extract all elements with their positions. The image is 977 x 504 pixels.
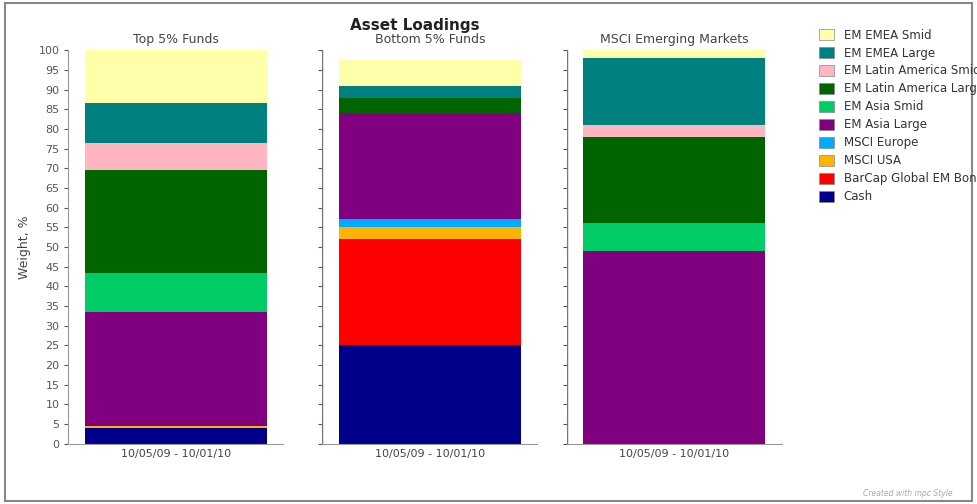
Bar xyxy=(339,98,522,113)
Bar xyxy=(84,170,268,273)
Bar xyxy=(339,219,522,227)
Legend: EM EMEA Smid, EM EMEA Large, EM Latin America Smid, EM Latin America Large, EM A: EM EMEA Smid, EM EMEA Large, EM Latin Am… xyxy=(819,29,977,203)
Bar xyxy=(339,60,522,86)
Bar xyxy=(84,103,268,143)
Title: Top 5% Funds: Top 5% Funds xyxy=(133,33,219,46)
Bar xyxy=(84,50,268,103)
Bar xyxy=(84,312,268,426)
Bar xyxy=(84,428,268,444)
Bar xyxy=(582,125,765,137)
Title: Bottom 5% Funds: Bottom 5% Funds xyxy=(374,33,486,46)
Bar xyxy=(339,227,522,239)
Bar xyxy=(582,223,765,251)
Bar xyxy=(582,50,765,58)
Title: MSCI Emerging Markets: MSCI Emerging Markets xyxy=(600,33,748,46)
Bar xyxy=(582,251,765,444)
Text: Asset Loadings: Asset Loadings xyxy=(351,18,480,33)
Bar xyxy=(582,137,765,223)
Bar xyxy=(84,273,268,312)
Bar xyxy=(339,86,522,98)
Bar xyxy=(339,239,522,345)
Bar xyxy=(339,113,522,219)
Bar xyxy=(84,143,268,170)
Bar xyxy=(84,426,268,428)
Bar xyxy=(582,58,765,125)
Bar xyxy=(339,345,522,444)
Text: Created with mpc Style: Created with mpc Style xyxy=(863,489,953,498)
Y-axis label: Weight, %: Weight, % xyxy=(19,215,31,279)
